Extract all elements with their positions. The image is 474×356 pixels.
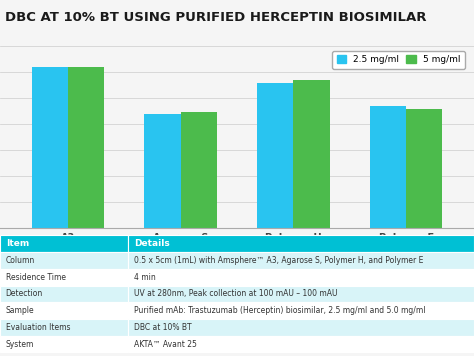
Bar [0, 235, 128, 252]
Bar [68, 67, 104, 228]
Bar [0, 319, 128, 336]
Text: UV at 280nm, Peak collection at 100 mAU – 100 mAU: UV at 280nm, Peak collection at 100 mAU … [134, 289, 337, 298]
Bar [0, 336, 128, 352]
Bar [128, 252, 474, 269]
Bar [293, 80, 329, 228]
Text: Detection: Detection [6, 289, 43, 298]
Text: 4 min: 4 min [134, 273, 155, 282]
Bar [128, 336, 474, 352]
Text: Column: Column [6, 256, 35, 265]
Bar [128, 319, 474, 336]
Text: Sample: Sample [6, 306, 34, 315]
Bar [181, 112, 217, 228]
Text: Item: Item [6, 239, 29, 248]
Bar [406, 109, 442, 228]
Text: DBC at 10% BT: DBC at 10% BT [134, 323, 191, 332]
Text: System: System [6, 340, 34, 349]
Text: AKTA™ Avant 25: AKTA™ Avant 25 [134, 340, 197, 349]
Bar [128, 235, 474, 252]
Text: Evaluation Items: Evaluation Items [6, 323, 70, 332]
Bar [128, 269, 474, 286]
Bar [0, 286, 128, 302]
Bar [32, 67, 68, 228]
Text: 0.5 x 5cm (1mL) with Amsphere™ A3, Agarose S, Polymer H, and Polymer E: 0.5 x 5cm (1mL) with Amsphere™ A3, Agaro… [134, 256, 423, 265]
Bar [0, 252, 128, 269]
Text: Residence Time: Residence Time [6, 273, 66, 282]
Bar [0, 269, 128, 286]
Text: Purified mAb: Trastuzumab (Herceptin) biosimilar, 2.5 mg/ml and 5.0 mg/ml: Purified mAb: Trastuzumab (Herceptin) bi… [134, 306, 425, 315]
Text: DBC AT 10% BT USING PURIFIED HERCEPTIN BIOSIMILAR: DBC AT 10% BT USING PURIFIED HERCEPTIN B… [5, 11, 426, 24]
Bar [128, 286, 474, 302]
Legend: 2.5 mg/ml, 5 mg/ml: 2.5 mg/ml, 5 mg/ml [332, 51, 465, 69]
Bar [145, 114, 181, 228]
Bar [128, 302, 474, 319]
Text: Details: Details [134, 239, 169, 248]
Bar [370, 106, 406, 228]
Bar [257, 83, 293, 228]
Bar [0, 302, 128, 319]
